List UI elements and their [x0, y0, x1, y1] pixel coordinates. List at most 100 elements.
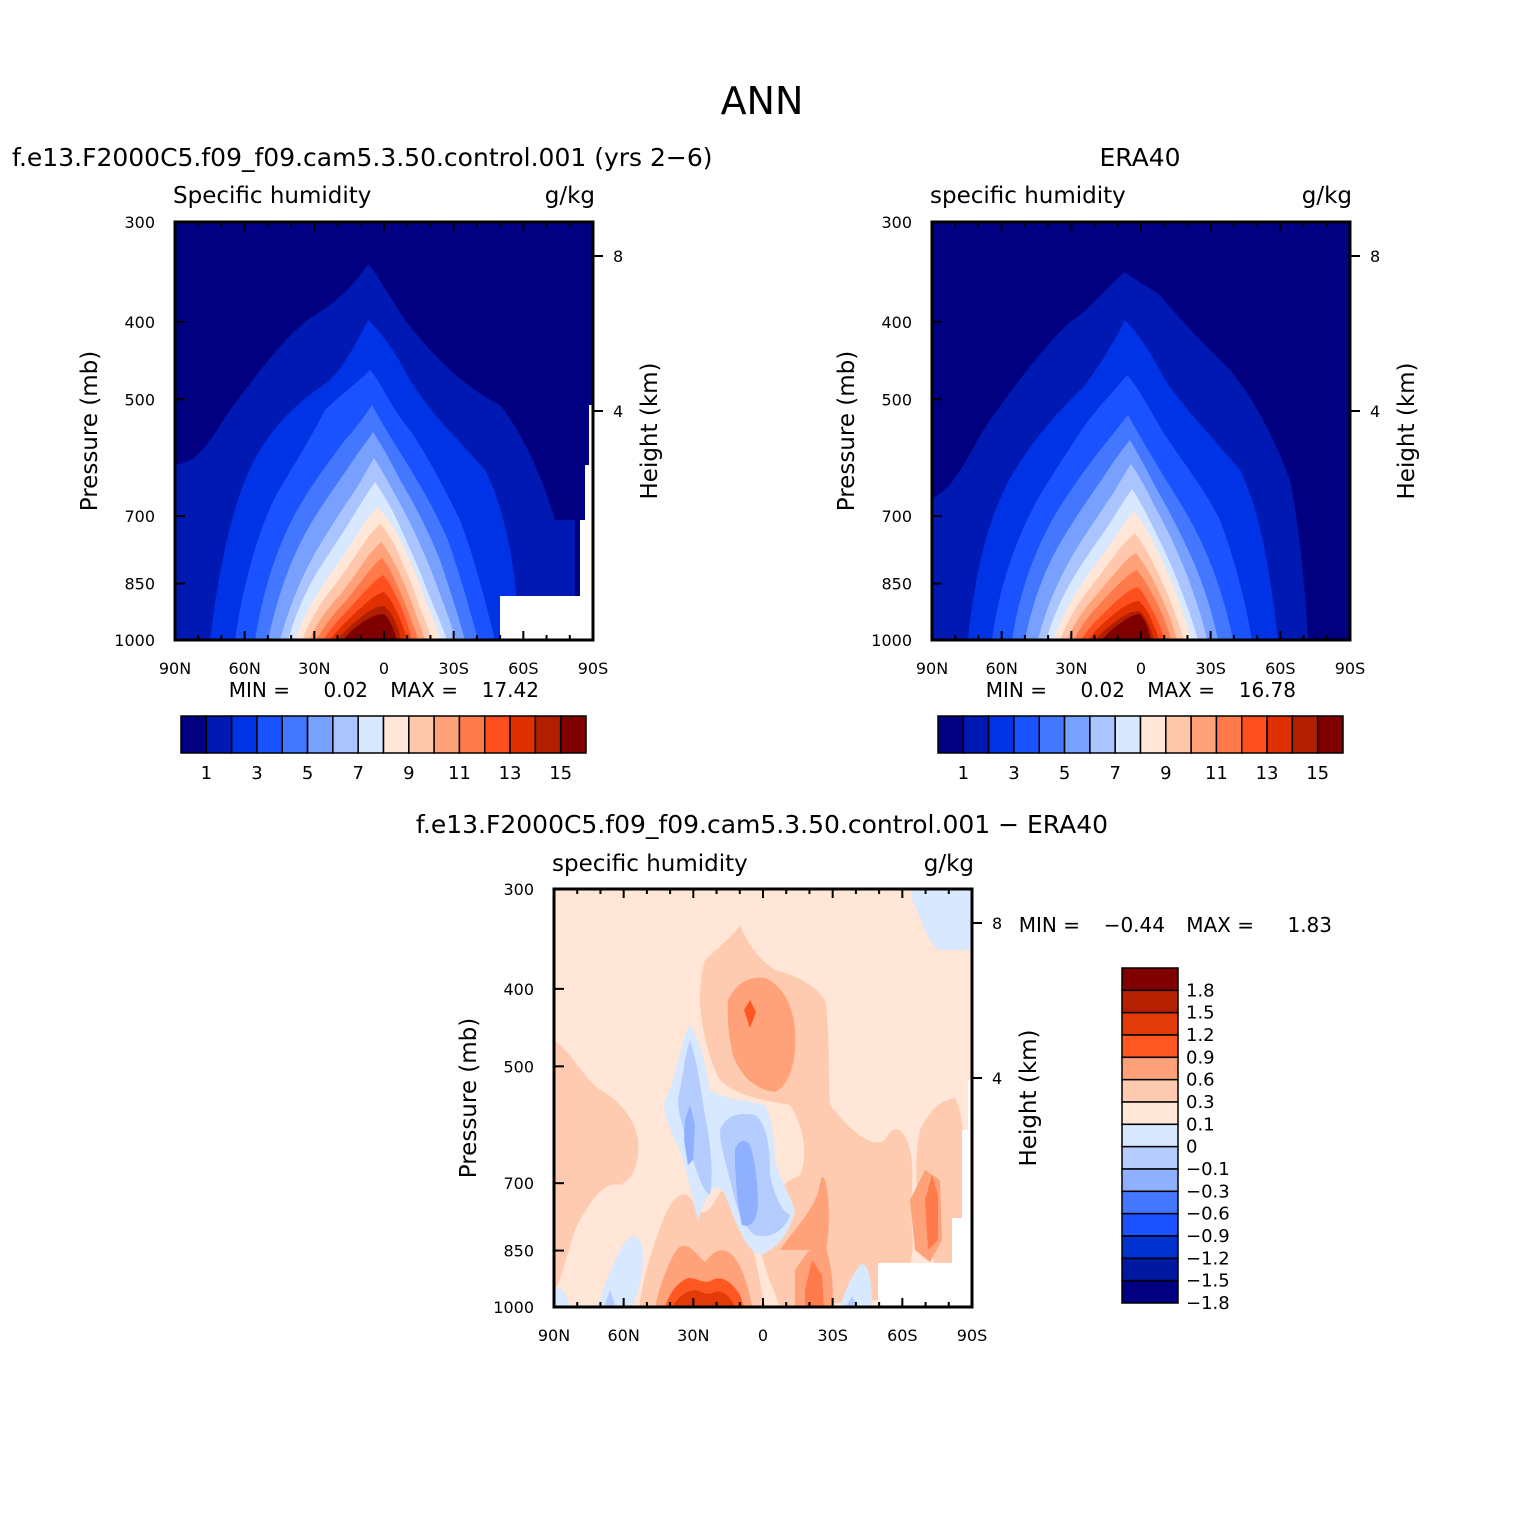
colorbar-label: 1.2: [1186, 1025, 1215, 1046]
panel-model-title: f.e13.F2000C5.f09_f09.cam5.3.50.control.…: [12, 143, 713, 172]
colorbar-swatch: [1121, 1034, 1179, 1059]
colorbar-label: 0.6: [1186, 1070, 1215, 1091]
colorbar-swatch: [1013, 715, 1040, 754]
panel-obs-colorbar: 1 3 5 7 9 11 13 15: [937, 715, 1344, 784]
panel-diff-min-value: −0.44: [1104, 913, 1165, 937]
colorbar-swatch: [484, 715, 511, 754]
colorbar-label: 0: [1186, 1137, 1197, 1158]
y-tick-label: 1000: [493, 1298, 534, 1317]
panel-model-contour-field: [175, 222, 593, 640]
panel-obs-max-label: MAX =: [1147, 678, 1215, 702]
height-tick-label: 8: [1370, 247, 1380, 266]
colorbar-swatch: [1165, 715, 1192, 754]
colorbar-swatch: [559, 715, 587, 754]
x-tick-label: 0: [379, 659, 389, 678]
colorbar-swatch: [205, 715, 233, 754]
panel-model-ylabel: Pressure (mb): [77, 351, 103, 511]
colorbar-swatch: [1121, 1011, 1179, 1036]
colorbar-swatch: [1114, 715, 1142, 754]
panel-diff: f.e13.F2000C5.f09_f09.cam5.3.50.control.…: [416, 810, 1332, 1345]
colorbar-label: 1: [958, 763, 969, 784]
panel-obs-ylabel: Pressure (mb): [834, 351, 860, 511]
colorbar-swatch: [509, 715, 537, 754]
y-tick-label: 850: [881, 575, 912, 594]
panel-diff-x-axis: 90N 60N 30N 0 30S 60S 90S: [538, 889, 987, 1345]
x-tick-label: 90S: [578, 659, 609, 678]
colorbar-swatch: [382, 715, 410, 754]
panel-obs-ylabel-right: Height (km): [1394, 362, 1420, 499]
height-tick-label: 8: [992, 914, 1002, 933]
colorbar-swatch: [987, 715, 1015, 754]
colorbar-label: 0.3: [1186, 1092, 1215, 1113]
panel-model-min-value: 0.02: [323, 678, 368, 702]
x-tick-label: 60S: [1265, 659, 1296, 678]
colorbar-label: 5: [1059, 763, 1070, 784]
colorbar-swatch: [1215, 715, 1243, 754]
colorbar-swatch: [1121, 1279, 1179, 1304]
colorbar-swatch: [306, 715, 334, 754]
panel-model-min-label: MIN =: [229, 678, 290, 702]
x-tick-label: 30S: [438, 659, 469, 678]
x-tick-label: 30S: [817, 1326, 848, 1345]
panel-model-colorbar: 1 3 5 7 9 11 13 15: [180, 715, 587, 784]
y-tick-label: 400: [503, 980, 534, 999]
figure-title: ANN: [721, 79, 804, 123]
panel-model-max-value: 17.42: [482, 678, 539, 702]
y-tick-label: 300: [503, 880, 534, 899]
colorbar-label: 13: [499, 763, 522, 784]
x-tick-label: 30N: [677, 1326, 709, 1345]
colorbar-swatch: [1121, 1190, 1179, 1215]
colorbar-swatch: [1121, 1257, 1179, 1282]
colorbar-label: −1.8: [1186, 1293, 1230, 1314]
colorbar-swatch: [1121, 1123, 1179, 1148]
panel-model-units-label: g/kg: [545, 183, 595, 209]
panel-diff-max-label: MAX =: [1186, 913, 1254, 937]
y-tick-label: 700: [503, 1174, 534, 1193]
colorbar-swatch: [1241, 715, 1268, 754]
colorbar-swatch: [534, 715, 562, 754]
panel-diff-max-value: 1.83: [1287, 913, 1332, 937]
x-tick-label: 90S: [1335, 659, 1366, 678]
y-tick-label: 400: [124, 313, 155, 332]
x-tick-label: 90N: [916, 659, 948, 678]
x-tick-label: 60N: [608, 1326, 640, 1345]
panel-diff-y-axis: 300 400 500 700 850 1000 8 4: [493, 880, 1002, 1317]
y-tick-label: 500: [124, 390, 155, 409]
y-tick-label: 700: [881, 507, 912, 526]
height-tick-label: 4: [613, 402, 623, 421]
panel-diff-colorbar: 1.81.51.20.90.60.30.10−0.1−0.3−0.6−0.9−1…: [1121, 967, 1230, 1314]
height-tick-label: 4: [1370, 402, 1380, 421]
panel-diff-min-label: MIN =: [1019, 913, 1080, 937]
colorbar-swatch: [962, 715, 990, 754]
colorbar-label: 0.1: [1186, 1114, 1215, 1135]
colorbar-swatch: [1121, 1212, 1179, 1237]
colorbar-label: 11: [1205, 763, 1228, 784]
panel-obs-contour-field: [932, 222, 1350, 640]
colorbar-swatch: [1291, 715, 1319, 754]
y-tick-label: 300: [881, 213, 912, 232]
panel-obs-variable-label: specific humidity: [930, 183, 1126, 209]
y-tick-label: 500: [881, 390, 912, 409]
panel-obs: ERA40 specific humidity g/kg 90N 60N 30N 0 3…: [834, 143, 1420, 784]
colorbar-label: −1.2: [1186, 1248, 1230, 1269]
colorbar-swatch: [1121, 1145, 1179, 1170]
panel-diff-variable-label: specific humidity: [552, 851, 748, 877]
colorbar-swatch: [1266, 715, 1294, 754]
colorbar-label: 7: [352, 763, 363, 784]
panel-obs-min-label: MIN =: [986, 678, 1047, 702]
height-tick-label: 4: [992, 1069, 1002, 1088]
height-tick-label: 8: [613, 247, 623, 266]
colorbar-label: 3: [1008, 763, 1019, 784]
y-tick-label: 1000: [871, 631, 912, 650]
colorbar-swatch: [256, 715, 283, 754]
panel-diff-ylabel-right: Height (km): [1016, 1029, 1042, 1166]
colorbar-label: 15: [1306, 763, 1329, 784]
panel-diff-units-label: g/kg: [924, 851, 974, 877]
x-tick-label: 60S: [508, 659, 539, 678]
colorbar-label: 1.5: [1186, 1003, 1215, 1024]
y-tick-label: 850: [503, 1242, 534, 1261]
panel-obs-title: ERA40: [1099, 143, 1180, 172]
x-tick-label: 60N: [229, 659, 261, 678]
y-tick-label: 300: [124, 213, 155, 232]
